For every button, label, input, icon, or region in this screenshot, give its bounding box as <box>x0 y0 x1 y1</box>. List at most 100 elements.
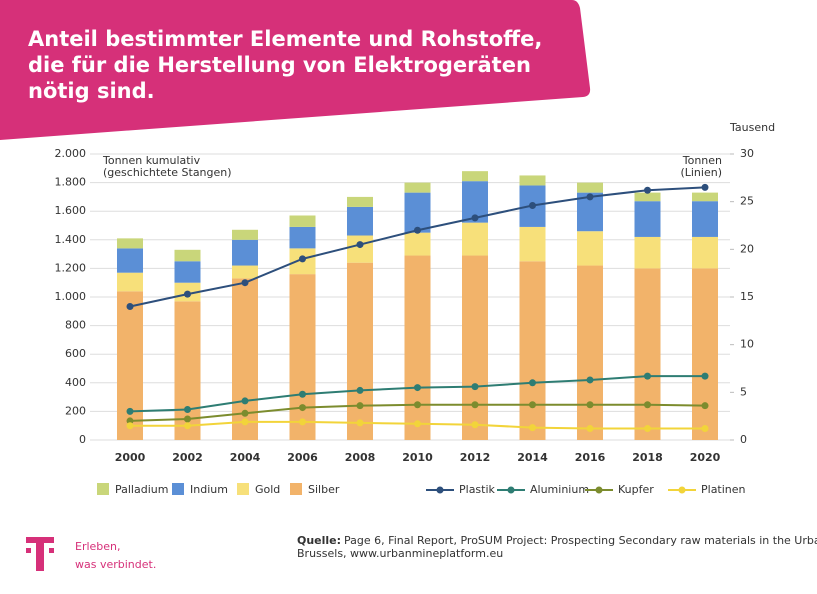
legend-label: Platinen <box>701 483 746 496</box>
y2-tick-label: 0 <box>740 433 747 446</box>
line-point <box>644 401 651 409</box>
line-point <box>529 424 536 432</box>
y-tick-label: 400 <box>65 376 86 389</box>
line-point <box>299 404 306 412</box>
legend-label: Gold <box>255 483 280 496</box>
y-tick-label: 1.400 <box>55 233 87 246</box>
source: Brussels, www.urbanmineplatform.eu <box>297 547 503 560</box>
line-point <box>356 402 364 410</box>
bar-segment <box>347 235 373 263</box>
bar-segment <box>634 192 661 202</box>
bar-segment <box>289 215 316 227</box>
y-tick-label: 2.000 <box>55 147 87 160</box>
bar-segment <box>347 262 373 440</box>
x-tick-label: 2010 <box>402 451 433 464</box>
legend-label: Plastik <box>459 483 496 496</box>
y2-axis-label: (Linien) <box>680 166 722 179</box>
line-point <box>126 303 134 311</box>
line-point <box>644 425 651 433</box>
x-tick-label: 2002 <box>172 451 203 464</box>
bar-segment <box>289 226 316 249</box>
y2-tick-label: 5 <box>740 385 747 398</box>
x-tick-label: 2018 <box>632 451 663 464</box>
line-point <box>356 419 364 427</box>
bar-segment <box>404 232 431 256</box>
x-tick-label: 2014 <box>517 451 548 464</box>
line-point <box>701 372 709 380</box>
legend-swatch <box>237 483 249 495</box>
line-point <box>299 418 306 426</box>
bar-segment <box>289 274 316 440</box>
y-tick-label: 1.600 <box>55 204 87 217</box>
bar-segment <box>117 238 143 249</box>
line-point <box>471 383 479 391</box>
logo <box>26 537 54 571</box>
bar-segment <box>519 226 546 262</box>
bar-segment <box>634 201 661 237</box>
line-point <box>241 279 249 287</box>
line-point <box>414 384 421 392</box>
bar-segment <box>117 272 143 292</box>
legend-label: Silber <box>308 483 340 496</box>
x-tick-label: 2004 <box>230 451 261 464</box>
y-axis-label: (geschichtete Stangen) <box>103 166 232 179</box>
bar-segment <box>692 201 718 237</box>
line-point <box>529 401 536 409</box>
legend-marker <box>436 486 444 494</box>
y-tick-label: 1.000 <box>55 290 87 303</box>
legend-marker <box>595 486 603 494</box>
bar-segment <box>634 268 661 440</box>
x-tick-label: 2006 <box>287 451 318 464</box>
line-point <box>701 402 709 410</box>
y-axis-label: Tonnen kumulativ <box>102 154 201 167</box>
chart-title: nötig sind. <box>28 79 155 103</box>
bar-segment <box>117 248 143 273</box>
bar-segment <box>577 265 603 440</box>
y-tick-label: 600 <box>65 347 86 360</box>
y-tick-label: 1.200 <box>55 261 87 274</box>
line-point <box>529 201 536 209</box>
line-point <box>241 409 249 417</box>
source-text: Page 6, Final Report, ProSUM Project: Pr… <box>344 534 817 547</box>
bar-segment <box>404 255 431 440</box>
bar-segment <box>232 265 258 279</box>
legend-marker <box>678 486 686 494</box>
bar-segment <box>462 222 488 256</box>
x-tick-label: 2000 <box>115 451 146 464</box>
line-point <box>126 422 134 430</box>
legend-swatch <box>290 483 302 495</box>
line-point <box>241 418 249 426</box>
y2-tick-label: 30 <box>740 147 754 160</box>
y2-axis-label: Tonnen <box>682 154 722 167</box>
y-tick-label: 200 <box>65 404 86 417</box>
line-point <box>414 420 421 428</box>
line-point <box>184 405 191 413</box>
bar-segment <box>519 261 546 440</box>
legend-label: Palladium <box>115 483 168 496</box>
line-point <box>529 379 536 387</box>
y2-tick-label: 25 <box>740 195 754 208</box>
line-point <box>356 386 364 394</box>
source: Quelle: Page 6, Final Report, ProSUM Proj… <box>297 534 817 547</box>
bar-segment <box>347 206 373 236</box>
bar-segment <box>692 268 718 440</box>
bar-segment <box>462 255 488 440</box>
legend-label: Aluminium <box>530 483 589 496</box>
bar-segment <box>634 236 661 269</box>
line-point <box>184 415 191 423</box>
bar-segment <box>692 236 718 269</box>
line-point <box>184 422 191 430</box>
chart-title: die für die Herstellung von Elektrogerät… <box>28 53 531 77</box>
line-point <box>414 226 421 234</box>
bar-segment <box>232 229 258 240</box>
line-point <box>471 401 479 409</box>
bar-segment <box>174 261 201 283</box>
bar-segment <box>117 291 143 440</box>
line-point <box>126 407 134 415</box>
x-tick-label: 2016 <box>575 451 606 464</box>
line-point <box>644 186 651 194</box>
y-tick-label: 0 <box>79 433 86 446</box>
line-point <box>586 376 594 384</box>
y2-unit: Tausend <box>729 121 775 134</box>
bar-segment <box>347 196 373 207</box>
